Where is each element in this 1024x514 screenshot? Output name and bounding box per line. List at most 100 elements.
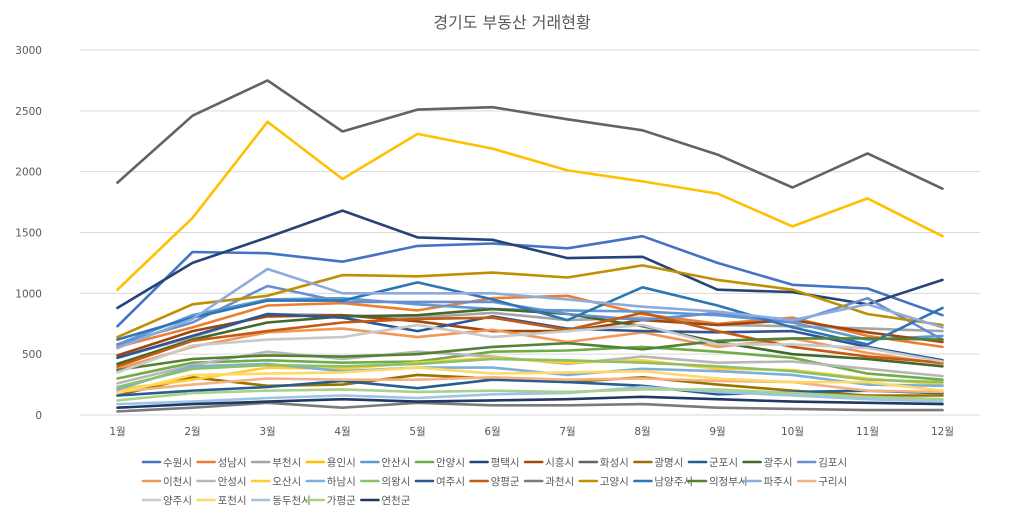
- legend-item: 남양주시: [633, 476, 693, 488]
- legend-label: 의왕시: [381, 476, 410, 488]
- legend-item: 고양시: [578, 476, 629, 488]
- x-tick-label: 11월: [856, 426, 879, 438]
- legend-label: 용인시: [327, 457, 356, 469]
- legend-label: 양주시: [163, 495, 192, 507]
- legend-label: 광명시: [654, 457, 683, 469]
- legend-item: 성남시: [196, 457, 247, 469]
- legend-label: 오산시: [272, 476, 301, 488]
- x-tick-label: 4월: [334, 426, 350, 438]
- series-line-6: [116, 345, 944, 381]
- legend-label: 남양주시: [654, 476, 693, 488]
- legend-label: 연천군: [381, 495, 410, 507]
- legend-item: 화성시: [578, 457, 629, 469]
- series-line-24: [116, 337, 944, 372]
- legend-label: 양평군: [491, 476, 520, 488]
- series-line-30: [116, 388, 944, 402]
- y-tick-label: 0: [35, 410, 42, 422]
- x-tick-label: 3월: [259, 426, 275, 438]
- series-line-22: [116, 264, 944, 339]
- legend-item: 부천시: [250, 457, 301, 469]
- x-tick-label: 8월: [634, 426, 650, 438]
- legend-label: 안산시: [381, 457, 410, 469]
- series-line-23: [116, 281, 944, 346]
- legend-label: 김포시: [818, 457, 847, 469]
- series-line-1: [116, 234, 944, 328]
- legend-item: 동두천시: [250, 495, 311, 507]
- legend-label: 군포시: [709, 457, 738, 469]
- legend-item: 시흥시: [523, 456, 574, 469]
- legend-label: 파주시: [764, 476, 793, 488]
- series-line-26: [116, 376, 944, 394]
- legend-item: 과천시: [523, 476, 574, 488]
- x-tick-label: 5월: [409, 426, 425, 438]
- legend-label: 안성시: [218, 476, 247, 488]
- series-line-27: [116, 323, 944, 374]
- legend-label: 성남시: [218, 457, 247, 469]
- series-line-31: [116, 395, 944, 409]
- legend-item: 구리시: [796, 476, 847, 488]
- legend-item: 포천시: [196, 495, 247, 507]
- legend-label: 평택시: [491, 457, 520, 469]
- series-line-18: [116, 357, 944, 389]
- legend-label: 여주시: [436, 476, 465, 488]
- y-tick-label: 1500: [15, 228, 42, 240]
- series-line-28: [116, 366, 944, 395]
- series-line-14: [116, 327, 944, 371]
- series-line-17: [116, 362, 944, 391]
- legend-label: 이천시: [163, 476, 192, 488]
- series-line-25: [116, 267, 944, 350]
- legend-item: 광명시: [633, 457, 683, 469]
- legend-item: 오산시: [250, 476, 301, 488]
- legend-label: 안양시: [436, 457, 465, 469]
- legend-label: 광주시: [764, 457, 793, 469]
- legend-label: 가평군: [327, 495, 356, 507]
- legend-label: 포천시: [218, 495, 247, 507]
- x-tick-label: 7월: [559, 426, 575, 438]
- y-axis: 0 500 1000 1500 2000 2500 3000: [15, 45, 42, 422]
- legend: 수원시 성남시 부천시 용인시 안산시 안양시 평택시 시흥시 화성시 광명시 군포시 광주시 김포시이…: [141, 456, 847, 507]
- legend-item: 용인시: [305, 457, 356, 469]
- legend-item: 평택시: [469, 457, 520, 469]
- legend-item: 이천시: [141, 476, 192, 488]
- legend-item: 안양시: [414, 457, 465, 469]
- legend-item: 의왕시: [360, 476, 410, 488]
- legend-label: 고양시: [600, 476, 629, 488]
- legend-label: 의정부시: [709, 476, 748, 488]
- legend-item: 광주시: [742, 457, 793, 469]
- legend-label: 과천시: [545, 476, 574, 488]
- legend-label: 화성시: [600, 457, 629, 469]
- x-tick-label: 10월: [781, 426, 804, 438]
- x-tick-label: 1월: [109, 426, 125, 438]
- chart-title: 경기도 부동산 거래현황: [433, 13, 591, 32]
- legend-item: 연천군: [360, 495, 411, 507]
- legend-item: 하남시: [305, 475, 356, 488]
- legend-item: 파주시: [742, 476, 793, 488]
- x-tick-label: 9월: [709, 426, 725, 438]
- series-line-11: [116, 378, 944, 397]
- legend-label: 부천시: [272, 457, 301, 469]
- legend-item: 양평군: [469, 476, 520, 488]
- legend-label: 동두천시: [272, 495, 311, 507]
- legend-label: 시흥시: [545, 456, 574, 469]
- series-line-20: [116, 311, 944, 368]
- y-tick-label: 500: [22, 349, 42, 361]
- series-line-9: [116, 79, 944, 190]
- legend-label: 수원시: [163, 457, 192, 469]
- legend-item: 의정부시: [687, 476, 748, 488]
- series-line-29: [116, 385, 944, 406]
- legend-item: 김포시: [796, 457, 847, 469]
- legend-item: 안성시: [196, 476, 247, 488]
- y-tick-label: 1000: [15, 288, 42, 300]
- series-line-12: [116, 307, 944, 368]
- legend-label: 하남시: [327, 475, 356, 488]
- y-tick-label: 2000: [15, 167, 42, 179]
- series-layer: [116, 79, 944, 413]
- x-axis: 1월 2월 3월 4월 5월 6월 7월 8월 9월 10월 11월 12월: [109, 426, 954, 438]
- legend-item: 군포시: [687, 457, 738, 469]
- legend-item: 가평군: [305, 495, 356, 507]
- y-tick-label: 3000: [15, 45, 42, 57]
- series-line-21: [116, 401, 944, 413]
- x-tick-label: 2월: [184, 426, 200, 438]
